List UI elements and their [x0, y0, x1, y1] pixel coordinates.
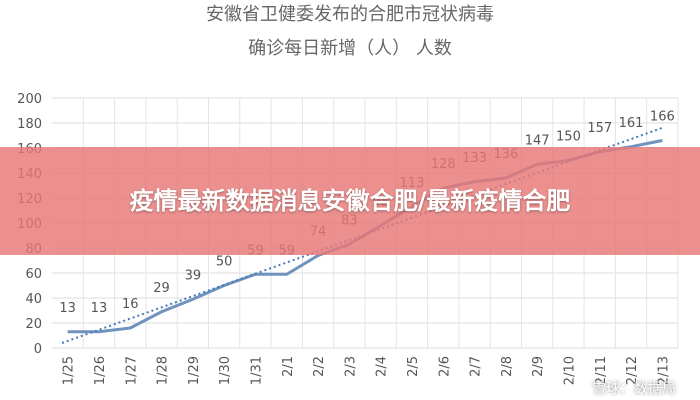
x-tick-label: 1/27 [124, 356, 139, 385]
chart-title: 安徽省卫健委发布的合肥市冠状病毒 [206, 4, 494, 25]
y-tick-label: 180 [17, 117, 42, 132]
x-tick-label: 1/28 [156, 356, 171, 385]
value-label: 13 [59, 301, 76, 316]
x-tick-label: 2/8 [500, 356, 515, 377]
x-tick-label: 1/26 [93, 356, 108, 385]
x-tick-label: 2/6 [437, 356, 452, 377]
x-tick-label: 2/4 [375, 356, 390, 377]
x-tick-label: 2/9 [531, 356, 546, 377]
x-tick-label: 2/10 [562, 356, 577, 385]
banner: 疫情最新数据消息安徽合肥/最新疫情合肥 [0, 147, 700, 255]
y-tick-label: 40 [25, 292, 42, 307]
x-tick-label: 1/29 [187, 356, 202, 385]
value-label: 157 [587, 121, 612, 136]
banner-text: 疫情最新数据消息安徽合肥/最新疫情合肥 [129, 187, 571, 215]
value-label: 50 [216, 255, 233, 270]
y-tick-label: 60 [25, 267, 42, 282]
x-tick-label: 2/11 [594, 356, 609, 385]
x-tick-label: 2/1 [281, 356, 296, 377]
y-tick-label: 20 [25, 317, 42, 332]
value-label: 39 [185, 268, 202, 283]
value-label: 16 [122, 297, 139, 312]
x-tick-label: 2/12 [625, 356, 640, 385]
value-label: 13 [91, 301, 108, 316]
value-label: 166 [650, 110, 675, 125]
y-tick-label: 200 [17, 92, 42, 107]
x-tick-label: 2/3 [343, 356, 358, 377]
y-tick-label: 0 [34, 342, 42, 357]
value-label: 147 [525, 133, 550, 148]
x-tick-label: 1/30 [218, 356, 233, 385]
value-label: 29 [153, 281, 170, 296]
x-tick-label: 2/7 [469, 356, 484, 377]
value-label: 161 [619, 116, 644, 131]
x-tick-label: 2/5 [406, 356, 421, 377]
x-tick-label: 2/13 [656, 356, 671, 385]
x-tick-label: 1/31 [249, 356, 264, 385]
x-tick-label: 1/25 [62, 356, 77, 385]
value-label: 150 [556, 130, 581, 145]
watermark: 雪球：数据局 [592, 381, 676, 397]
x-tick-label: 2/2 [312, 356, 327, 377]
chart-subtitle: 确诊每日新增（人） 人数 [248, 38, 452, 59]
